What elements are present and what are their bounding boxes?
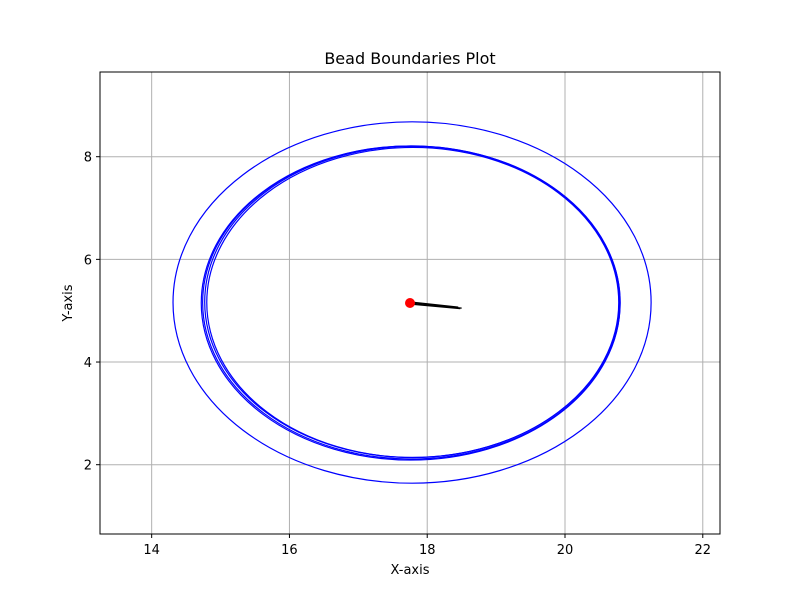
y-axis-label: Y-axis [61,284,76,322]
trajectory-segment [409,302,462,309]
y-tick-label: 4 [84,356,92,371]
y-tick-label: 6 [84,253,92,268]
data-layer [172,121,652,484]
trajectory-segment [409,303,461,310]
bead-boundary-4 [200,145,621,461]
trajectory-segment [410,301,459,308]
x-tick-label: 14 [143,543,160,558]
plot-frame [99,71,721,535]
x-tick-label: 16 [281,543,298,558]
x-tick-label: 22 [695,543,712,558]
y-tick-label: 2 [84,459,92,474]
chart-title: Bead Boundaries Plot [324,49,495,68]
bead-boundary-1 [172,121,652,484]
y-tick-label: 8 [84,151,92,166]
center-point [405,298,415,308]
bead-boundary-5 [206,146,620,459]
x-axis-label: X-axis [391,563,430,578]
grid-lines [100,72,720,534]
x-tick-label: 20 [557,543,574,558]
x-tick-label: 18 [419,543,436,558]
